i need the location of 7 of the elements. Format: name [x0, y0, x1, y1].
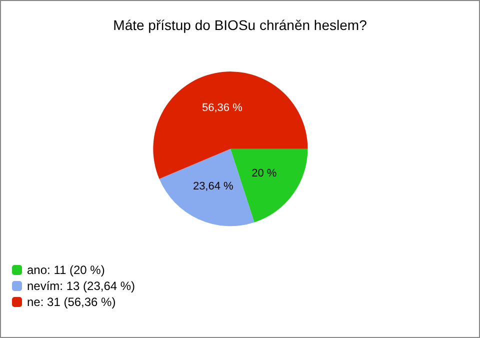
legend-label: ne: 31 (56,36 %)	[27, 295, 116, 309]
data-label: 20 %	[252, 167, 277, 180]
data-label: 56,36 %	[202, 102, 243, 114]
chart-title: Máte přístup do BIOSu chráněn heslem?	[113, 17, 368, 33]
data-label: 23,64 %	[192, 180, 234, 193]
legend-label: nevím: 13 (23,64 %)	[27, 279, 136, 293]
legend-label: ano: 11 (20 %)	[27, 263, 105, 277]
